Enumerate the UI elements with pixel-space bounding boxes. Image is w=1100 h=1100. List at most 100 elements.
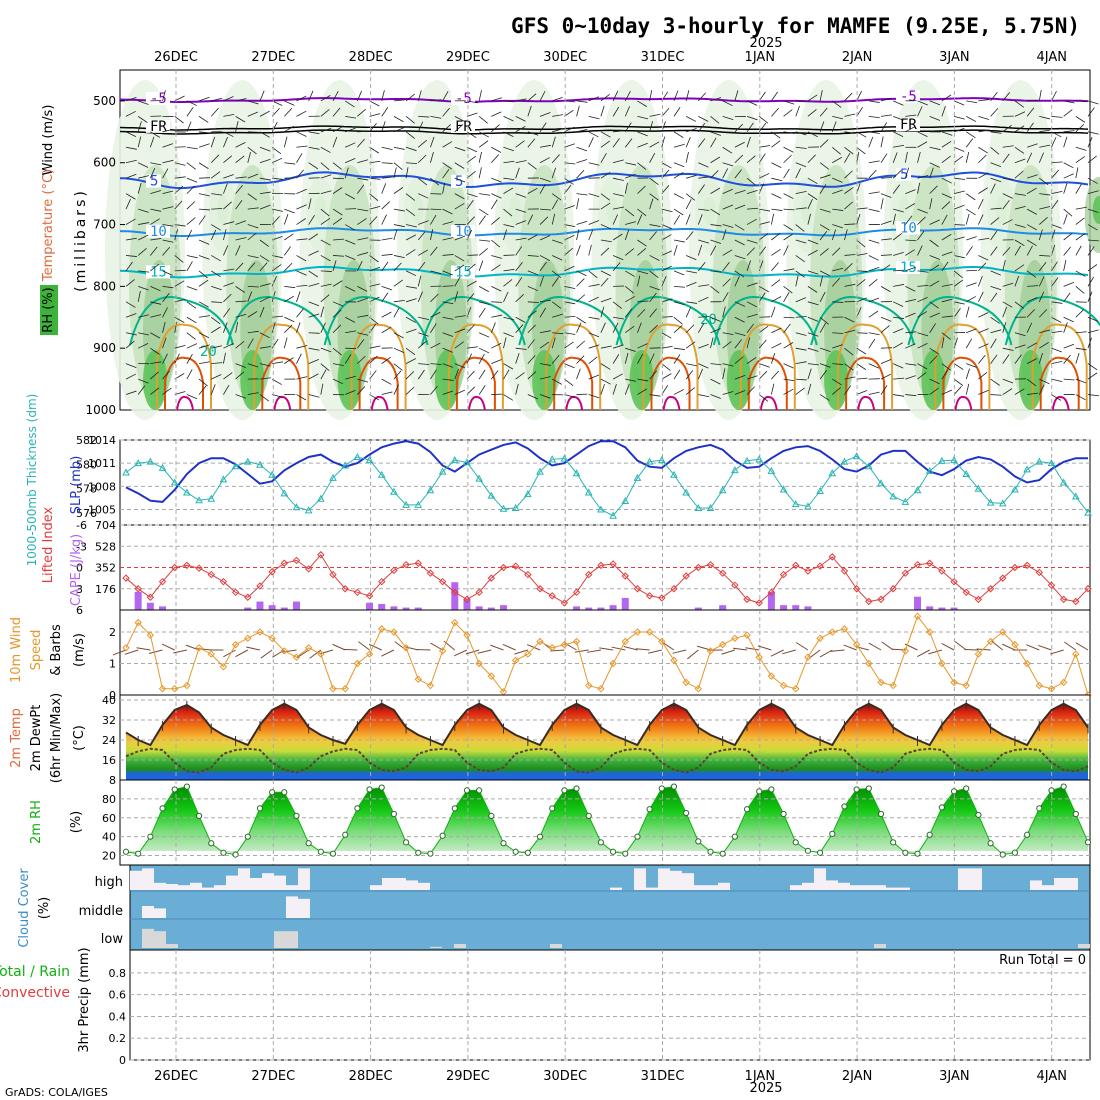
wind-barb <box>223 245 229 256</box>
wind-barb <box>308 162 319 170</box>
wind-barb <box>1063 282 1075 287</box>
wind-barb <box>819 184 827 194</box>
lifted-index-line-point <box>572 588 581 596</box>
wind10m-barb <box>1075 642 1089 651</box>
wind-barb <box>710 137 717 148</box>
wind-barb <box>503 332 514 338</box>
rh2m-line-point <box>524 849 531 856</box>
wind-barb <box>1075 353 1080 364</box>
wind-barb <box>223 96 234 102</box>
wind-barb <box>746 239 758 244</box>
wind10m-speed-line <box>122 612 1092 699</box>
wind-barb <box>710 208 721 216</box>
wind-barb <box>332 324 342 334</box>
wind-barb <box>272 361 284 365</box>
wind-barb <box>491 154 499 163</box>
rh2m-line-point <box>122 848 130 855</box>
wind-barb <box>503 131 514 137</box>
wind-barb <box>819 270 831 277</box>
wind-barb <box>990 338 997 349</box>
wind-barb <box>576 270 587 277</box>
wind-barb <box>1039 115 1051 120</box>
wind10m-barb <box>991 640 1004 651</box>
slp-line-point <box>718 486 727 494</box>
wind-barb <box>844 186 854 194</box>
slp-line-point <box>1059 478 1068 486</box>
wind-barb <box>235 262 244 272</box>
wind-barb <box>880 97 892 102</box>
wind-barb <box>893 251 904 256</box>
wind-barb <box>698 239 709 244</box>
wind-barb <box>272 208 283 212</box>
upper-wind-barbs <box>125 90 1099 402</box>
slp-line-point <box>548 455 557 463</box>
wind-barb <box>393 162 403 171</box>
wind-barb <box>698 284 710 287</box>
wind10m-speed-line-point <box>597 684 605 693</box>
wind-barb <box>600 93 610 102</box>
wind-barb <box>880 114 892 117</box>
wind-barb <box>746 115 758 121</box>
wind-barb <box>783 286 793 294</box>
rh2m-line-point <box>402 839 410 846</box>
wind-barb <box>661 121 666 132</box>
wind-barb <box>308 394 320 398</box>
wind-barb <box>527 339 535 349</box>
wind-barb <box>259 296 270 303</box>
lifted-index-line-point <box>1059 595 1068 604</box>
lifted-index-line-point <box>974 595 983 604</box>
pressure-tick: 800 <box>93 279 116 293</box>
wind-barb <box>527 138 536 148</box>
rh2m-line-point <box>780 810 787 818</box>
middle-cloud-bar <box>142 906 154 918</box>
wind-barb <box>1051 347 1062 353</box>
wind-barb <box>284 324 293 334</box>
wind-barb <box>198 239 210 245</box>
wind-barb <box>417 231 426 241</box>
wind-barb <box>624 352 629 364</box>
wind-barb <box>284 125 294 133</box>
wind-barb <box>1087 246 1095 256</box>
wind10m-barb <box>1064 641 1077 651</box>
wind-barb <box>771 232 781 241</box>
precip-tick: 0 <box>119 1054 126 1067</box>
wind-barb <box>1075 309 1084 318</box>
precip-label-1: Total / Rain <box>0 964 70 980</box>
wind-barb <box>369 266 381 272</box>
pressure-tick: 600 <box>93 156 116 170</box>
contour-25 <box>447 323 504 410</box>
wind-barb <box>198 96 210 102</box>
wind-barb <box>856 390 868 395</box>
wind-barb <box>856 213 861 225</box>
wind-barb <box>783 208 795 211</box>
rh-axis-label: RH (%) <box>41 287 56 332</box>
wind-barb <box>125 110 136 117</box>
wind-barb <box>162 307 168 318</box>
wind-barb <box>491 97 502 102</box>
slp-line-point <box>889 492 898 500</box>
wind-barb <box>722 204 734 210</box>
wind-barb <box>990 354 998 364</box>
wind-barb <box>966 269 978 272</box>
wind-barb <box>783 154 792 164</box>
wind-barb <box>283 246 291 256</box>
wind-barb <box>868 239 880 244</box>
wind-barb <box>783 224 794 231</box>
wind-barb <box>320 109 330 117</box>
high-cloud-bar <box>850 885 862 890</box>
wind-barb <box>527 324 536 334</box>
wind-barb <box>271 276 277 287</box>
wind-barb <box>734 316 745 323</box>
wind10m-speed-line-point <box>718 640 727 649</box>
wind-barb <box>345 390 356 395</box>
wind-barb <box>503 279 513 287</box>
rh2m-line-point <box>317 848 324 855</box>
wind-barb <box>332 363 344 367</box>
contour-20 <box>907 296 1013 346</box>
wind-barb <box>1063 354 1071 364</box>
wind-barb <box>722 278 731 287</box>
cape-bar <box>767 591 775 610</box>
wind-barb <box>125 255 137 257</box>
wind-barb <box>734 270 745 278</box>
